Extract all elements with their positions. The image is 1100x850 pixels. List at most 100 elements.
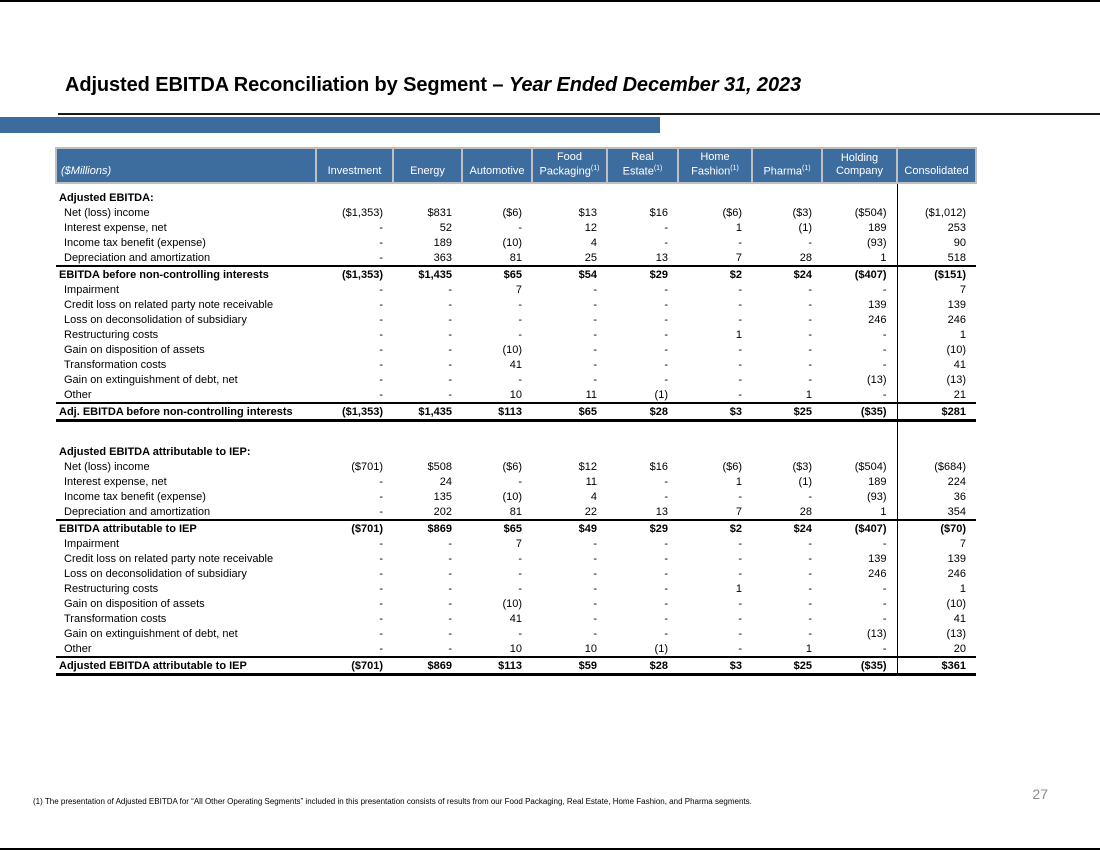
- table-row: Adjusted EBITDA attributable to IEP:: [56, 444, 976, 460]
- cell: 7: [515, 537, 522, 550]
- cell: -: [448, 597, 452, 610]
- cell: -: [593, 612, 597, 625]
- cell: -: [379, 642, 383, 655]
- cell: -: [448, 612, 452, 625]
- table-row: Net (loss) income ($1,353) $831 ($6) $13 $16 (…: [56, 205, 976, 221]
- cell: -: [379, 627, 383, 640]
- cell: ($701): [316, 519, 393, 537]
- cell: [752, 190, 822, 205]
- cell: 1: [896, 581, 976, 597]
- cell: -: [738, 298, 742, 311]
- cell: [822, 190, 897, 205]
- cell: 81: [509, 251, 522, 264]
- row-label: Credit loss on related party note receiv…: [64, 298, 274, 311]
- cell: $361: [896, 656, 976, 677]
- table-row: Restructuring costs - - - - -1- -1: [56, 327, 976, 343]
- cell: $65: [462, 265, 532, 283]
- table-row: Gain on disposition of assets - - (10) - - - - -…: [56, 596, 976, 612]
- row-label: Adjusted EBITDA attributable to IEP: [56, 656, 316, 677]
- column-header-packaging: Food Packaging(1): [531, 146, 607, 185]
- cell: (10): [502, 343, 522, 356]
- cell: 246: [868, 313, 887, 326]
- cell: 189: [868, 475, 887, 488]
- table-row: Depreciation and amortization - 363 81 25 13 7…: [56, 250, 976, 267]
- cell: -: [882, 343, 887, 356]
- cell: -: [518, 328, 522, 341]
- cell: -: [882, 388, 887, 401]
- cell: 11: [585, 388, 597, 401]
- cell: [462, 421, 532, 445]
- cell: $49: [532, 519, 607, 537]
- cell: 10: [509, 642, 522, 655]
- cell: 246: [896, 312, 976, 328]
- table-row: Impairment - -7- - - - -7: [56, 536, 976, 552]
- row-label: Restructuring costs: [64, 328, 159, 341]
- row-label: [56, 421, 316, 445]
- cell: $25: [752, 402, 822, 423]
- cell: -: [882, 612, 887, 625]
- cell: 12: [584, 221, 597, 234]
- cell: 1: [735, 221, 742, 234]
- cell: $3: [678, 402, 752, 423]
- cell: [532, 421, 607, 445]
- cell: 24: [439, 475, 452, 488]
- spacer-row: [56, 183, 976, 191]
- row-label: Loss on deconsolidation of subsidiary: [64, 313, 247, 326]
- cell: -: [808, 567, 812, 580]
- table-body: Adjusted EBITDA: Net (loss) income ($1,353…: [56, 183, 976, 677]
- table-row: Interest expense, net - 52 - 12 - 1 (1) 189 253: [56, 220, 976, 236]
- ebitda-reconciliation-table: ($Millions) Investment Energy Automotive Fo…: [55, 146, 977, 677]
- cell: $1,435: [393, 402, 462, 423]
- cell: -: [808, 373, 812, 386]
- row-label: Adjusted EBITDA attributable to IEP:: [59, 445, 251, 458]
- table-row: Transformation costs - -41- - - - -41: [56, 611, 976, 627]
- cell: (1): [654, 642, 668, 655]
- cell: (13): [866, 373, 887, 386]
- cell: $113: [462, 402, 532, 423]
- cell: ($6): [502, 206, 522, 219]
- cell: ($684): [896, 459, 976, 475]
- cell: -: [664, 490, 668, 503]
- cell: -: [379, 328, 383, 341]
- spacer-row: [56, 420, 976, 445]
- row-label: Gain on disposition of assets: [64, 597, 205, 610]
- column-header-energy: Energy: [392, 146, 462, 185]
- cell: 36: [896, 489, 976, 505]
- cell: [393, 421, 462, 445]
- cell: $12: [578, 460, 597, 473]
- cell: 28: [799, 251, 812, 264]
- table-row: Impairment - -7- - - - -7: [56, 282, 976, 298]
- cell: 246: [868, 567, 887, 580]
- cell: [896, 420, 976, 445]
- cell: (10): [502, 597, 522, 610]
- cell: 354: [896, 504, 976, 521]
- cell: 1: [735, 328, 742, 341]
- cell: -: [379, 236, 383, 249]
- cell: 41: [896, 611, 976, 627]
- cell: $2: [678, 265, 752, 283]
- cell: -: [738, 283, 742, 296]
- cell: 1: [805, 642, 812, 655]
- cell: $869: [393, 656, 462, 677]
- cell: $2: [678, 519, 752, 537]
- cell: -: [518, 552, 522, 565]
- column-header-consolidated: Consolidated: [896, 146, 977, 185]
- cell: $29: [607, 265, 678, 283]
- cell: 363: [433, 251, 452, 264]
- cell: 189: [868, 221, 887, 234]
- cell: -: [518, 582, 522, 595]
- cell: ($1,353): [316, 402, 393, 423]
- cell: -: [808, 358, 812, 371]
- cell: [607, 190, 678, 205]
- cell: -: [448, 388, 452, 401]
- cell: [678, 190, 752, 205]
- cell: 7: [896, 536, 976, 552]
- cell: -: [448, 627, 452, 640]
- row-label: Depreciation and amortization: [64, 251, 211, 264]
- cell: -: [808, 597, 812, 610]
- cell: -: [808, 490, 812, 503]
- cell: -: [738, 567, 742, 580]
- cell: -: [379, 567, 383, 580]
- cell: -: [448, 298, 452, 311]
- title-rule: [58, 113, 1100, 115]
